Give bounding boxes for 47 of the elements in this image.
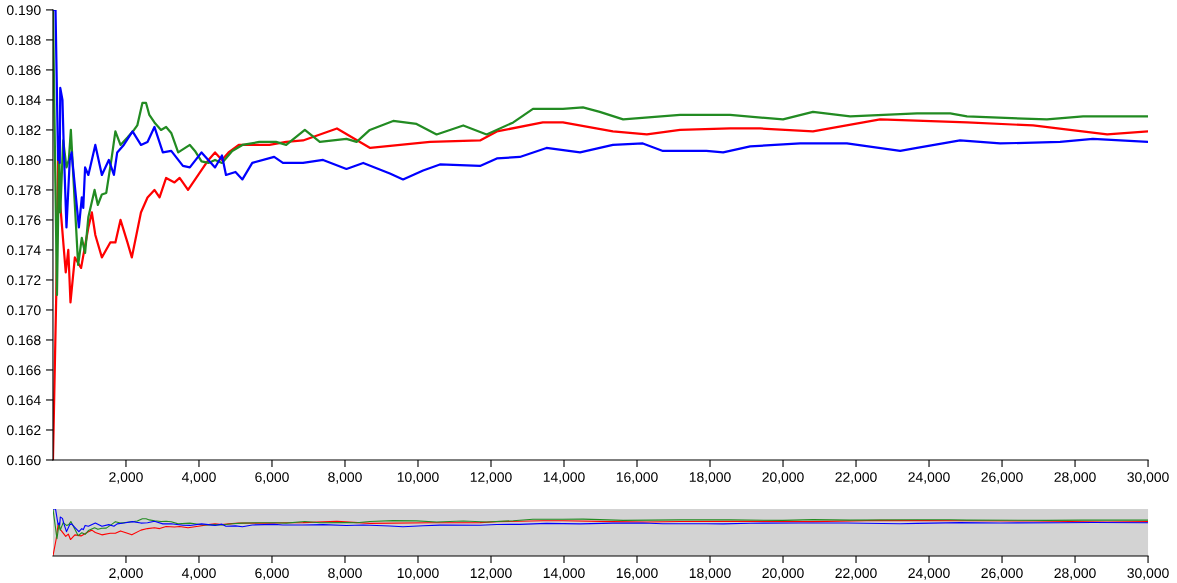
y-tick-label: 0.180 (6, 155, 41, 166)
y-tick-label: 0.174 (6, 245, 41, 256)
y-tick-label: 0.168 (6, 335, 41, 346)
x-tick-label: 4,000 (181, 472, 216, 484)
y-tick-label: 0.160 (6, 455, 41, 466)
x-tick-label: 6,000 (255, 472, 289, 484)
x-tick-label: 30,000 (1127, 568, 1169, 580)
x-tick-label: 20,000 (762, 568, 804, 580)
y-tick-label: 0.178 (6, 185, 41, 196)
line-series (52, 9, 1149, 229)
x-tick-label: 2,000 (109, 568, 143, 580)
x-tick-label: 22,000 (835, 568, 877, 580)
y-tick-label: 0.172 (6, 275, 41, 286)
y-tick-label: 0.164 (6, 395, 41, 406)
x-tick-label: 24,000 (908, 568, 950, 580)
x-tick-label: 8,000 (328, 472, 362, 484)
y-tick-label: 0.176 (6, 215, 41, 226)
x-tick-label: 22,000 (835, 472, 877, 484)
x-tick-label: 14,000 (543, 472, 585, 484)
x-tick-label: 28,000 (1054, 568, 1096, 580)
x-tick-label: 28,000 (1054, 472, 1096, 484)
y-tick-label: 0.166 (6, 365, 41, 376)
x-tick-label: 18,000 (689, 568, 731, 580)
x-tick-label: 16,000 (616, 472, 658, 484)
x-tick-label: 26,000 (981, 568, 1023, 580)
y-tick-label: 0.188 (6, 35, 41, 46)
x-tick-label: 24,000 (908, 472, 950, 484)
y-tick-label: 0.190 (6, 5, 41, 16)
x-tick-label: 6,000 (255, 568, 289, 580)
x-tick-label: 14,000 (543, 568, 585, 580)
x-tick-label: 2,000 (109, 472, 143, 484)
x-tick-label: 30,000 (1127, 472, 1169, 484)
y-tick-label: 0.182 (6, 125, 41, 136)
x-tick-label: 12,000 (470, 568, 512, 580)
y-tick-label: 0.186 (6, 65, 41, 76)
x-tick-label: 26,000 (981, 472, 1023, 484)
x-tick-label: 18,000 (689, 472, 731, 484)
x-tick-label: 4,000 (181, 568, 216, 580)
x-tick-label: 12,000 (470, 472, 512, 484)
y-tick-label: 0.162 (6, 425, 41, 436)
x-tick-label: 16,000 (616, 568, 658, 580)
x-tick-label: 10,000 (397, 472, 439, 484)
x-tick-label: 20,000 (762, 472, 804, 484)
y-tick-label: 0.184 (6, 95, 41, 106)
y-tick-label: 0.170 (6, 305, 41, 316)
x-tick-label: 10,000 (397, 568, 439, 580)
x-tick-label: 8,000 (328, 568, 362, 580)
